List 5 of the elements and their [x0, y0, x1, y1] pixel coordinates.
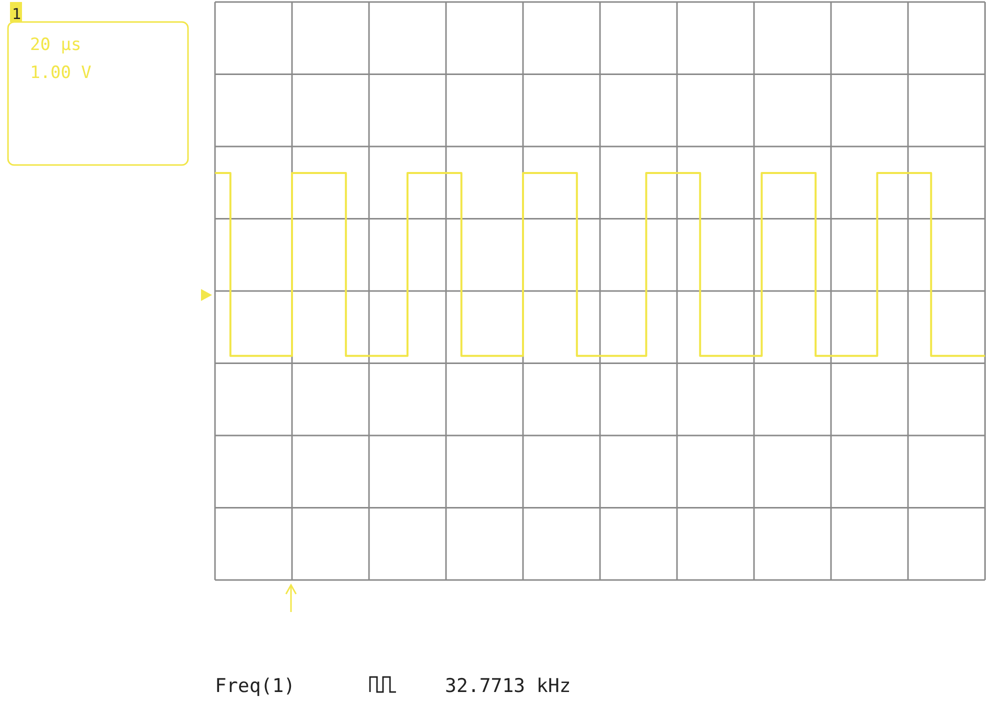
text: 32.7713 kHz [445, 675, 571, 697]
text: Freq(1) [215, 675, 296, 697]
text: 20 µs [30, 35, 82, 55]
text: 1.00 V [30, 63, 92, 83]
text: 1 [12, 5, 22, 23]
